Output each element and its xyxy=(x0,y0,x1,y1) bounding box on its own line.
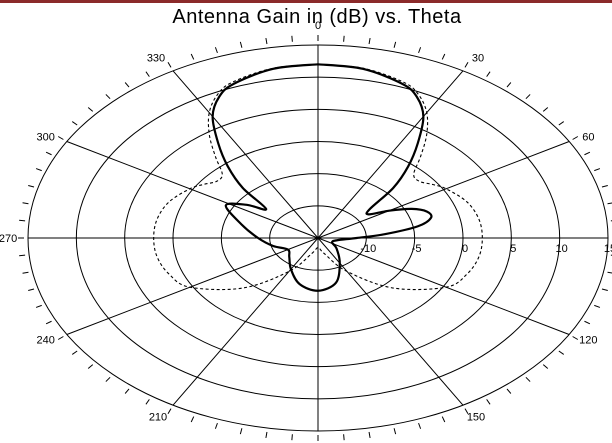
series-solid-line xyxy=(211,63,433,292)
angle-tick xyxy=(214,47,218,54)
angle-tick xyxy=(464,408,469,415)
angle-tick xyxy=(22,271,29,274)
angle-tick xyxy=(265,431,268,439)
angle-tick xyxy=(607,271,612,274)
angle-tick xyxy=(601,184,608,188)
angle-tick xyxy=(441,53,446,60)
angle-tick xyxy=(239,41,243,48)
angle-tick xyxy=(601,288,608,292)
angle-tick xyxy=(464,61,469,68)
series-dashed-line xyxy=(153,63,483,291)
angle-tick xyxy=(124,82,130,88)
angle-label: 30 xyxy=(472,53,484,65)
grid-spoke xyxy=(66,237,319,335)
angle-tick xyxy=(57,336,64,340)
angle-tick xyxy=(343,35,345,42)
angle-tick xyxy=(71,121,78,126)
angle-tick xyxy=(506,82,512,88)
angle-tick xyxy=(28,184,35,188)
chart-title: Antenna Gain in (dB) vs. Theta xyxy=(172,6,462,28)
angle-tick xyxy=(584,320,591,325)
grid-spoke xyxy=(66,141,319,239)
angle-tick xyxy=(607,202,612,205)
angle-tick xyxy=(525,376,531,382)
angle-tick xyxy=(45,151,52,156)
angle-tick xyxy=(393,41,397,48)
angle-label: 210 xyxy=(149,411,167,423)
angle-tick xyxy=(45,320,52,325)
angle-tick xyxy=(35,304,42,308)
radial-label: 15 xyxy=(604,243,612,255)
angle-tick xyxy=(167,61,172,68)
angle-tick xyxy=(594,304,601,308)
angle-tick xyxy=(291,434,293,441)
angle-label: 300 xyxy=(36,132,54,144)
angle-tick xyxy=(343,434,345,441)
angle-tick xyxy=(87,364,94,369)
angle-tick xyxy=(124,388,130,394)
angle-label: 330 xyxy=(147,53,165,65)
grid-spoke xyxy=(317,70,464,239)
axis-labels: 0306090120150180210240270300330-10-50510… xyxy=(0,20,612,423)
angle-label: 0 xyxy=(315,20,321,32)
angle-tick xyxy=(506,388,512,394)
angle-tick xyxy=(584,151,591,156)
angle-tick xyxy=(486,71,491,77)
angle-tick xyxy=(22,202,29,205)
angle-tick xyxy=(418,422,422,429)
radial-label: 5 xyxy=(510,243,516,255)
angle-tick xyxy=(441,416,446,423)
grid-spoke xyxy=(317,237,570,335)
angle-tick xyxy=(572,336,579,340)
angle-tick xyxy=(190,53,195,60)
top-border-strip xyxy=(0,0,612,3)
angle-tick xyxy=(525,94,531,100)
angle-tick xyxy=(105,94,111,100)
angle-label: 120 xyxy=(579,335,597,347)
angle-tick xyxy=(486,399,491,405)
grid-spoke xyxy=(172,237,319,406)
angle-tick xyxy=(19,219,26,222)
data-series xyxy=(153,63,483,292)
angle-tick xyxy=(28,288,35,292)
angle-tick xyxy=(105,376,111,382)
angle-tick xyxy=(368,431,371,439)
angle-tick xyxy=(393,428,397,435)
grid-spoke xyxy=(317,141,570,239)
angle-tick xyxy=(558,350,565,355)
grid-spoke xyxy=(172,70,319,239)
angle-tick xyxy=(572,136,579,140)
angle-tick xyxy=(239,428,243,435)
angle-label: 60 xyxy=(582,132,594,144)
angle-tick xyxy=(190,416,195,423)
angle-tick xyxy=(418,47,422,54)
radial-label: 0 xyxy=(462,243,468,255)
angle-tick xyxy=(265,37,268,45)
angle-tick xyxy=(291,35,293,42)
angle-tick xyxy=(542,364,549,369)
angle-tick xyxy=(19,254,26,257)
angle-label: 150 xyxy=(467,411,485,423)
angle-tick xyxy=(87,107,94,112)
angle-tick xyxy=(594,168,601,172)
angle-tick xyxy=(35,168,42,172)
angle-tick xyxy=(167,408,172,415)
angle-label: 270 xyxy=(0,233,17,245)
angle-label: 240 xyxy=(36,335,54,347)
grid-spoke xyxy=(317,237,464,406)
angle-tick xyxy=(57,136,64,140)
angle-tick xyxy=(558,121,565,126)
radial-label: 10 xyxy=(556,243,568,255)
angle-tick xyxy=(542,107,549,112)
radial-label: -10 xyxy=(360,243,376,255)
angle-tick xyxy=(145,71,150,77)
angle-tick xyxy=(214,422,218,429)
polar-grid xyxy=(27,44,609,432)
angle-tick xyxy=(368,37,371,45)
angle-tick-marks xyxy=(18,35,612,441)
radial-label: -5 xyxy=(412,243,422,255)
angle-tick xyxy=(71,350,78,355)
angle-tick xyxy=(145,399,150,405)
